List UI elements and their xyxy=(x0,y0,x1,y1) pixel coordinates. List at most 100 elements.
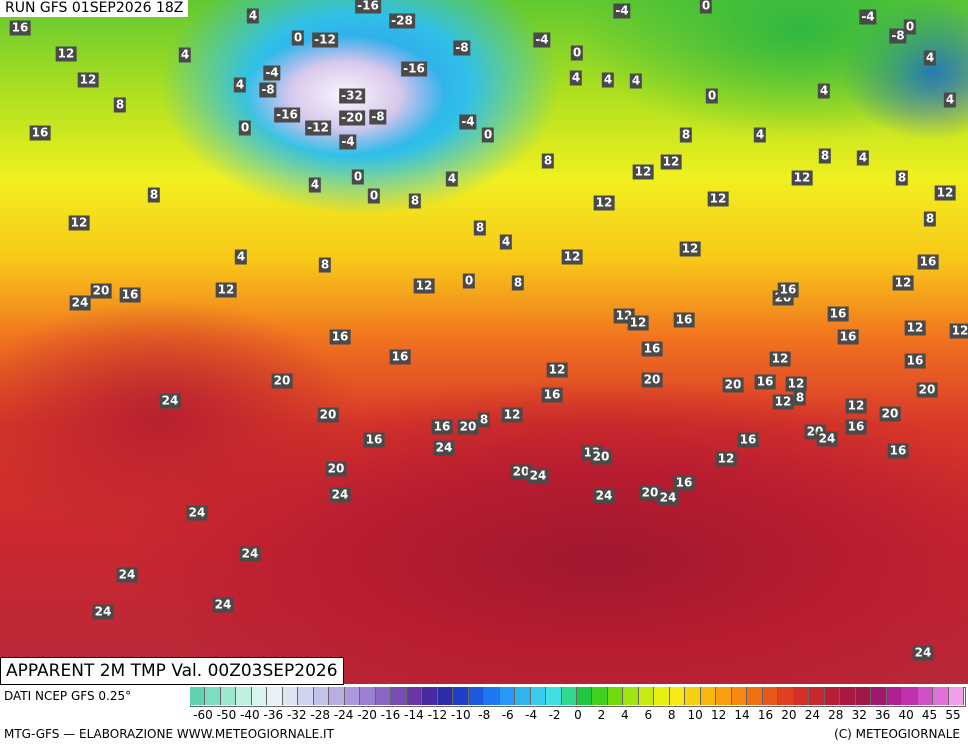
temperature-label: 24 xyxy=(69,295,91,311)
colorbar-label: 6 xyxy=(644,708,653,722)
colorbar-label: 55 xyxy=(945,708,961,722)
temperature-label: 16 xyxy=(737,432,759,448)
colorbar-label: 2 xyxy=(597,708,606,722)
colorbar-swatch xyxy=(809,687,825,705)
colorbar-swatch xyxy=(375,687,392,705)
temperature-label: 4 xyxy=(817,83,831,99)
temperature-label: 16 xyxy=(887,443,909,459)
temperature-label: 16 xyxy=(29,125,51,141)
colorbar-label: -12 xyxy=(427,708,448,722)
colorbar-label: 24 xyxy=(804,708,821,722)
temperature-label: 12 xyxy=(660,154,682,170)
colorbar-swatch xyxy=(902,687,918,705)
temperature-label: 4 xyxy=(233,77,247,93)
colorbar-label: 45 xyxy=(921,708,938,722)
temperature-label: 4 xyxy=(445,171,459,187)
temperature-label: 8 xyxy=(895,170,909,186)
colorbar-swatch xyxy=(654,687,670,705)
colorbar-swatch xyxy=(716,687,732,705)
temperature-label: -4 xyxy=(459,114,477,130)
temperature-label: 20 xyxy=(457,419,479,435)
colorbar-swatch xyxy=(793,687,810,705)
colorbar-label: -32 xyxy=(286,708,307,722)
temperature-label: 4 xyxy=(499,234,513,250)
temperature-label: -8 xyxy=(259,82,277,98)
temperature-label: 24 xyxy=(593,488,615,504)
colorbar-swatch xyxy=(298,687,314,705)
colorbar-swatch xyxy=(530,687,547,705)
temperature-label: 12 xyxy=(77,72,99,88)
colorbar-swatch xyxy=(685,687,701,705)
colorbar-label: -2 xyxy=(548,708,561,722)
colorbar-swatch xyxy=(840,687,856,705)
temperature-label: 24 xyxy=(239,546,261,562)
colorbar-swatch xyxy=(205,687,221,705)
colorbar-label: -28 xyxy=(310,708,330,722)
colorbar-label: -36 xyxy=(263,708,284,722)
temperature-label: 12 xyxy=(707,191,729,207)
temperature-label: 16 xyxy=(9,20,31,36)
temperature-label: -32 xyxy=(339,88,365,104)
temperature-label: 12 xyxy=(785,376,807,392)
temperature-label: 0 xyxy=(903,19,917,35)
colorbar-label: -20 xyxy=(357,708,377,722)
temperature-label: 0 xyxy=(462,273,476,289)
temperature-label: 20 xyxy=(879,406,901,422)
temperature-label: 12 xyxy=(934,185,956,201)
temperature-label: 8 xyxy=(679,127,693,143)
temperature-label: 4 xyxy=(753,127,767,143)
colorbar-swatch xyxy=(190,687,206,705)
colorbar-swatch xyxy=(886,687,903,705)
temperature-label: 20 xyxy=(271,373,293,389)
temperature-label: -8 xyxy=(889,28,907,44)
colorbar-swatch xyxy=(453,687,469,705)
colorbar-label: 16 xyxy=(757,708,774,722)
temperature-label: -4 xyxy=(533,32,551,48)
temperature-label: 24 xyxy=(912,645,934,661)
temperature-label: -4 xyxy=(859,9,877,25)
map-caption: APPARENT 2M TMP Val. 00Z03SEP2026 xyxy=(0,657,344,685)
temperature-label: 4 xyxy=(943,92,957,108)
temperature-label: -12 xyxy=(305,120,331,136)
temperature-label: -28 xyxy=(389,13,415,29)
colorbar-label: 12 xyxy=(710,708,727,722)
temperature-label: 12 xyxy=(501,407,523,423)
colorbar-swatch xyxy=(220,687,237,705)
colorbar-swatch xyxy=(577,687,593,705)
temperature-label: 24 xyxy=(186,505,208,521)
temperature-label: -16 xyxy=(274,107,300,123)
temperature-label: 12 xyxy=(845,398,867,414)
temperature-label: -4 xyxy=(263,65,281,81)
temperature-label: 12 xyxy=(215,282,237,298)
temperature-label: 8 xyxy=(511,275,525,291)
temperature-label: 20 xyxy=(317,407,339,423)
colorbar-swatch xyxy=(561,687,577,705)
colorbar-label: -24 xyxy=(333,708,354,722)
temperature-label: 16 xyxy=(329,329,351,345)
temperature-label: 4 xyxy=(246,8,260,24)
temperature-label: 16 xyxy=(837,329,859,345)
temperature-label: 16 xyxy=(431,419,453,435)
temperature-label: 0 xyxy=(351,169,365,185)
colorbar-swatch xyxy=(406,687,423,705)
temperature-label: 24 xyxy=(212,597,234,613)
colorbar-label: 36 xyxy=(875,708,891,722)
temperature-label: 20 xyxy=(722,377,744,393)
colorbar-swatch xyxy=(344,687,361,705)
temperature-label: 24 xyxy=(92,604,114,620)
temperature-label: 16 xyxy=(754,374,776,390)
colorbar-label: 28 xyxy=(828,708,844,722)
temperature-label: 0 xyxy=(238,120,252,136)
temperature-label: 16 xyxy=(673,475,695,491)
temperature-label: 4 xyxy=(234,249,248,265)
colorbar-label: -8 xyxy=(478,708,491,722)
colorbar-swatch xyxy=(422,687,438,705)
temperature-label: 12 xyxy=(892,275,914,291)
copyright: (C) METEOGIORNALE xyxy=(834,727,960,741)
colorbar-swatch xyxy=(546,687,562,705)
temperature-label: 12 xyxy=(593,195,615,211)
colorbar-swatch xyxy=(251,687,268,705)
temperature-label: 12 xyxy=(627,315,649,331)
temperature-label: 20 xyxy=(90,283,112,299)
